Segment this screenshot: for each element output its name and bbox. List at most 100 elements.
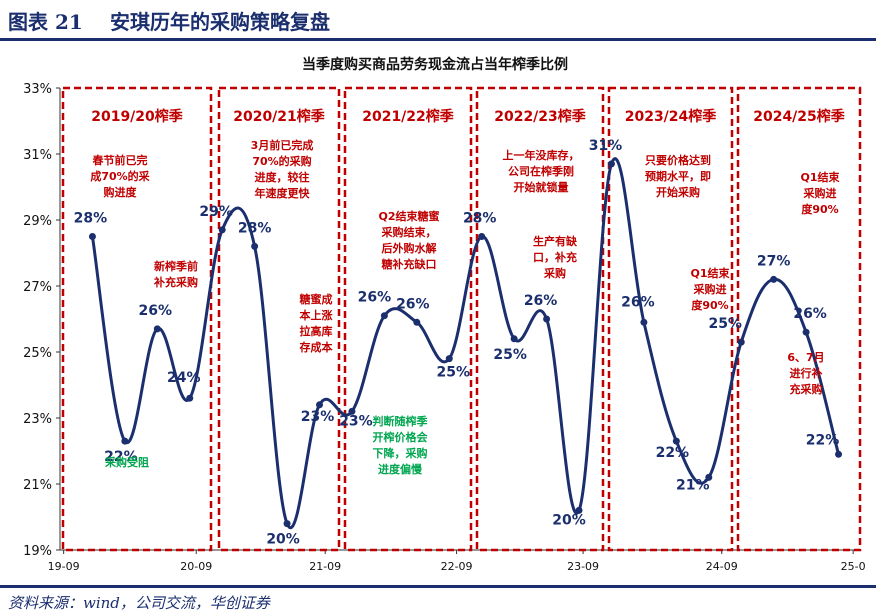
season-label: 2020/21榨季 <box>233 108 325 125</box>
annotation: 新榨季前补充采购 <box>153 259 198 289</box>
season-box <box>217 86 341 552</box>
annotation: 春节前已完成70%的采购进度 <box>90 153 150 199</box>
data-point <box>186 394 194 402</box>
season-box <box>61 86 213 552</box>
season-box <box>343 86 473 552</box>
annotation-line: 采购 <box>543 266 566 280</box>
data-point <box>121 437 129 445</box>
annotation-line: 70%的采购 <box>252 154 311 168</box>
annotation: 糖蜜成本上涨拉高库存成本 <box>300 292 333 354</box>
x-tick-label: 25-0 <box>841 560 866 573</box>
data-point <box>737 338 745 346</box>
data-point <box>316 401 324 409</box>
annotation-line: 公司在榨季刚 <box>508 164 574 178</box>
header-rule <box>0 38 876 41</box>
data-label: 28% <box>74 211 108 227</box>
annotation-line: 年速度更快 <box>255 186 311 200</box>
y-tick-label: 29% <box>23 214 52 229</box>
annotation-line: 采购结束， <box>381 225 437 239</box>
annotation-line: Q2结束糖蜜 <box>378 209 439 223</box>
x-tick-label: 20-09 <box>180 560 212 573</box>
annotation-line: 进度，较往 <box>255 170 310 184</box>
data-point <box>478 233 486 240</box>
data-point <box>672 437 680 445</box>
annotation-line: 购进度 <box>104 185 138 199</box>
annotation-line: 糖补充缺口 <box>382 257 437 271</box>
annotation-line: 开始就锁量 <box>514 180 569 194</box>
data-point <box>770 275 778 283</box>
annotation-line: 上一年没库存， <box>503 148 580 162</box>
annotation-line: 采购进 <box>803 186 837 200</box>
annotation-line: 补充采购 <box>153 275 198 289</box>
data-point <box>640 318 648 326</box>
footer-rule <box>0 585 876 588</box>
season-box <box>475 86 605 552</box>
y-tick-label: 31% <box>23 148 52 163</box>
annotation-line: 6、7月 <box>787 351 824 364</box>
y-tick-label: 19% <box>23 544 52 559</box>
annotation-line: 新榨季前 <box>154 259 198 273</box>
data-point <box>153 325 161 333</box>
chart-title: 当季度购买商品劳务现金流占当年榨季比例 <box>302 56 568 73</box>
annotation-line: 糖蜜成 <box>300 292 333 306</box>
data-label: 25% <box>708 316 742 332</box>
annotation-line: 预期水平，即 <box>645 169 711 183</box>
data-label: 29% <box>199 204 233 220</box>
annotation: Q1结束采购进度90% <box>690 266 730 312</box>
annotation-line: 存成本 <box>300 340 333 354</box>
season-label: 2019/20榨季 <box>91 108 183 125</box>
season-label: 2024/25榨季 <box>753 108 845 125</box>
season-label: 2021/22榨季 <box>362 108 454 125</box>
y-tick-label: 21% <box>23 478 52 493</box>
annotation-line: 开榨价格会 <box>373 430 429 444</box>
annotation-line: 口，补充 <box>533 250 577 264</box>
data-point <box>413 318 421 326</box>
data-point <box>835 450 843 458</box>
y-tick-label: 27% <box>23 280 52 295</box>
data-point <box>607 160 615 168</box>
annotation-line: 只要价格达到 <box>645 153 711 167</box>
data-label: 21% <box>676 477 710 493</box>
figure-header: 图表 21 安琪历年的采购策略复盘 <box>0 0 876 40</box>
x-tick-label: 21-09 <box>309 560 341 573</box>
data-label: 26% <box>524 293 558 309</box>
data-point <box>510 335 518 343</box>
annotation-line: 进度偏慢 <box>378 462 423 476</box>
data-point <box>251 242 259 250</box>
annotation-line: Q1结束 <box>690 266 730 280</box>
axes: 19% 21% 23% 25% 27% 29% 31% 33% 19-09 20-09 21-09 2… <box>23 82 866 573</box>
data-point <box>88 233 96 240</box>
data-point <box>575 506 583 514</box>
annotation: 6、7月进行补充采购 <box>787 351 824 396</box>
data-labels: 28%22%26%24%29%28%20%23% 23%26% 26%25%28%2… <box>74 138 840 548</box>
data-label: 26% <box>621 294 655 310</box>
annotation-line: 生产有缺 <box>533 234 578 248</box>
data-label: 31% <box>589 138 623 154</box>
annotation-line: 度90% <box>801 202 838 216</box>
data-label: 27% <box>757 253 791 269</box>
annotation-line: 采购受阻 <box>104 455 149 469</box>
data-label: 26% <box>139 303 173 319</box>
annotation: 3月前已完成 70%的采购进度，较往年速度更快 <box>251 138 314 200</box>
annotation-line: 度90% <box>691 298 728 312</box>
data-point <box>802 328 810 336</box>
annotation: 生产有缺口，补充采购 <box>533 234 578 280</box>
annotation-line: 春节前已完 <box>93 153 148 167</box>
data-label: 25% <box>437 365 471 381</box>
annotation: 判断随榨季开榨价格会下降，采购进度偏慢 <box>373 414 429 476</box>
annotation-line: 下降，采购 <box>373 446 428 460</box>
data-label: 28% <box>238 220 272 236</box>
data-label: 20% <box>266 532 300 548</box>
x-tick-label: 23-09 <box>567 560 599 573</box>
data-label: 28% <box>463 211 497 227</box>
data-label: 23% <box>339 413 373 429</box>
annotation: Q1结束采购进度90% <box>800 170 840 216</box>
season-box <box>736 86 862 552</box>
data-label: 22% <box>104 449 138 465</box>
annotation-line: 进行补 <box>790 366 823 380</box>
data-label: 25% <box>493 347 527 363</box>
y-tick-label: 33% <box>23 82 52 97</box>
data-label: 24% <box>167 370 201 386</box>
data-label: 20% <box>552 512 586 528</box>
